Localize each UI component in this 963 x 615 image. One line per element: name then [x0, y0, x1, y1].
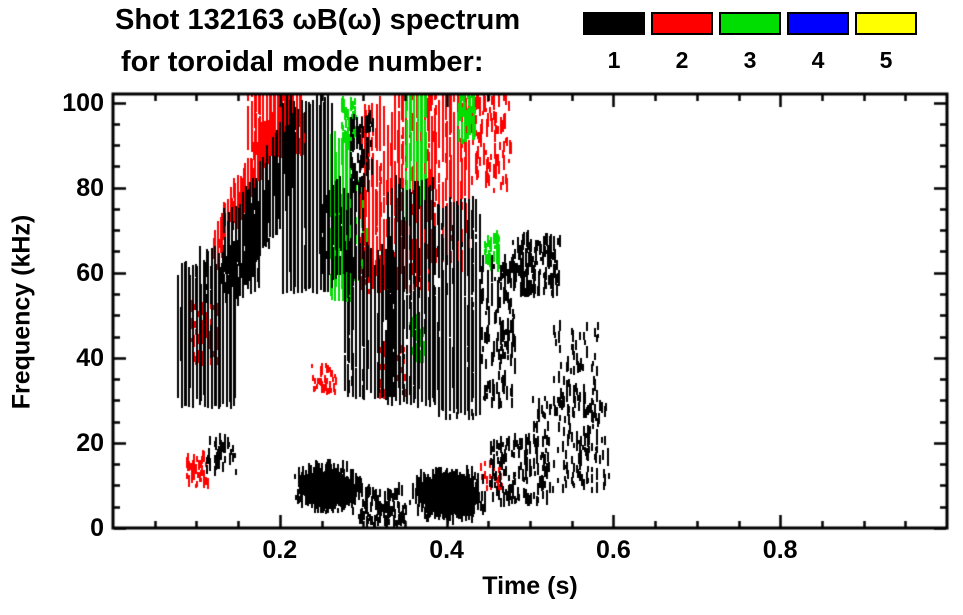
- legend-swatch-mode-5: [855, 12, 917, 35]
- legend-swatch-mode-1: [583, 12, 645, 35]
- x-tick-label: 0.4: [429, 536, 464, 564]
- legend-swatch-mode-2: [651, 12, 713, 35]
- y-tick-label: 20: [76, 428, 104, 457]
- y-tick-label: 100: [62, 88, 104, 117]
- legend-item-mode-1: 1: [583, 12, 645, 72]
- legend-label-mode-3: 3: [743, 47, 757, 73]
- legend-swatch-mode-3: [719, 12, 781, 35]
- y-tick-label: 0: [90, 514, 104, 542]
- legend-label-mode-5: 5: [879, 47, 893, 73]
- mode-legend: 1 2 3 4 5: [583, 12, 917, 72]
- y-axis-title: Frequency (kHz): [7, 214, 36, 410]
- legend-item-mode-2: 2: [651, 12, 713, 72]
- legend-item-mode-5: 5: [855, 12, 917, 72]
- chart-title-line1: Shot 132163 ωB(ω) spectrum: [115, 4, 521, 36]
- legend-label-mode-1: 1: [607, 47, 621, 73]
- legend-label-mode-4: 4: [811, 47, 825, 73]
- x-tick-label: 0.8: [762, 536, 798, 564]
- legend-label-mode-2: 2: [675, 47, 689, 73]
- legend-item-mode-3: 3: [719, 12, 781, 72]
- chart-title-line2: for toroidal mode number:: [121, 46, 484, 78]
- legend-swatch-mode-4: [787, 12, 849, 35]
- x-axis-title: Time (s): [482, 572, 578, 600]
- x-tick-label: 0.6: [596, 536, 631, 564]
- y-tick-label: 40: [76, 343, 104, 372]
- legend-item-mode-4: 4: [787, 12, 849, 72]
- x-tick-label: 0.2: [262, 536, 298, 564]
- y-tick-label: 80: [76, 173, 104, 202]
- y-tick-label: 60: [76, 258, 104, 287]
